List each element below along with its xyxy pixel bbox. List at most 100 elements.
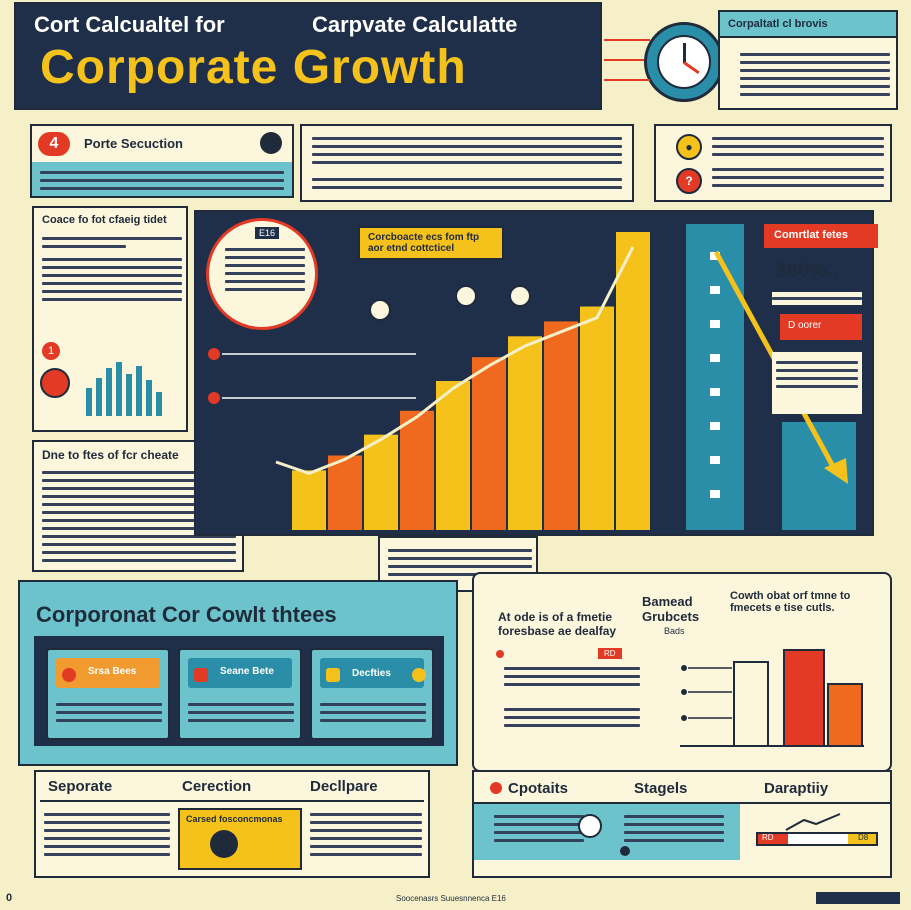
alert-badge: 1 (42, 342, 60, 360)
teal-column-marker (710, 456, 720, 464)
teal-column-marker (710, 490, 720, 498)
center-card: Carsed fosconcmonas (178, 808, 302, 870)
growth-title: Corporonat Cor Cowlt thtees (36, 602, 337, 627)
header-title-top-left: Cort Calcualtel for (34, 12, 225, 37)
globe-icon (260, 132, 282, 154)
bottom-bar-right-tag: D8 (858, 833, 869, 842)
right-chart-tick-1 (681, 665, 687, 671)
globe-icon-2 (578, 814, 602, 838)
right-growth-panel: At ode is of a fmetie foresbase ae dealf… (472, 572, 892, 772)
percent-value: $60%.. (776, 260, 839, 282)
bottom-bar-left-tag: RD (762, 833, 774, 842)
right-chart-text-2 (772, 352, 862, 414)
main-bar-chart (208, 224, 856, 530)
growth-card-1: Srsa Bees (46, 648, 170, 740)
teal-column-marker (710, 286, 720, 294)
bottom-progress (756, 832, 878, 846)
chart-bar-2 (328, 455, 362, 530)
card1-dot (62, 668, 76, 682)
header-banner: Cort Calcualtel for Carpvate Calculatte … (14, 2, 602, 110)
right-heading-mid-sub: Bads (664, 626, 685, 636)
info-icon-1: ● (676, 134, 702, 160)
teal-column-marker (710, 252, 720, 260)
bottom-bar-label-2: Stagels (634, 780, 688, 797)
trend-arrow-icon (785, 813, 841, 831)
trend-line (275, 246, 635, 475)
section-a-title: Porte Secuction (84, 136, 183, 151)
top-right-panel: Corpaltatl cl brovis (718, 10, 898, 110)
top-right-text: ● ? (654, 124, 892, 202)
callout-icon-1 (369, 299, 391, 321)
chart-bar-8 (544, 321, 578, 530)
right-tag: RD (598, 648, 622, 659)
bottom-label-3: Decllpare (310, 778, 378, 795)
right-chart-bar-2 (783, 649, 825, 747)
card2-dot (194, 668, 208, 682)
yellow-callout: Corcboacte ecs fom ftp aor etnd cottctic… (358, 226, 504, 260)
bottom-label-1: Seporate (48, 778, 113, 795)
section-a-badge: 4 (38, 132, 70, 156)
chart-bar-4 (400, 410, 434, 530)
bottom-bar-label-1: Cpotaits (508, 780, 568, 797)
right-heading-right: Cowth obat orf tmne to fmecets e tise cu… (730, 590, 851, 614)
teal-column-marker (710, 320, 720, 328)
brain-icon (210, 830, 238, 858)
teal-column-marker (710, 354, 720, 362)
header-title-top-right: Carpvate Calculatte (312, 12, 518, 37)
magnifier-callout: E16 (206, 218, 318, 330)
card3-icon (412, 668, 426, 682)
right-bar-chart (680, 649, 864, 747)
right-chart-tick-2 (681, 689, 687, 695)
callout-icon-2 (455, 285, 477, 307)
bottom-dot (490, 782, 502, 794)
down-arrow-head (824, 458, 848, 484)
top-right-label: Corpaltatl cl brovis (720, 12, 896, 38)
footer-number: 0 (6, 892, 13, 904)
teal-column (686, 224, 744, 530)
chart-bar-5 (436, 381, 470, 530)
bottom-bar-indicator (620, 846, 630, 856)
left-panel-1-title: Coace fo fot cfaeig tidet (42, 214, 167, 226)
marker-dot-2 (208, 392, 220, 404)
left-panel-2-title: Dne to ftes of fcr cheate (42, 448, 179, 462)
teal-column-marker (710, 422, 720, 430)
bottom-bar-label-3: Daraptiiy (764, 780, 829, 797)
chart-bar-7 (508, 336, 542, 530)
growth-card-3: Decfties (310, 648, 434, 740)
page-title: Corporate Growth (40, 41, 467, 94)
right-chart-bar-1 (733, 661, 769, 747)
right-chart-text (772, 292, 862, 305)
footer-text: Soocenasrs Suuesnnenca E16 (396, 894, 506, 903)
red-callout: Comrtlat fetes (764, 224, 878, 248)
chart-bar-10 (616, 232, 650, 530)
center-card-label: Carsed fosconcmonas (186, 814, 283, 824)
card2-label: Seane Bete (220, 666, 274, 677)
teal-column-marker (710, 388, 720, 396)
card3-label: Decfties (352, 668, 391, 679)
chart-bar-1 (292, 470, 326, 530)
seal-icon (40, 368, 70, 398)
left-panel-1: Coace fo fot cfaeig tidet 1 (32, 206, 188, 432)
growth-card-2: Seane Bete (178, 648, 302, 740)
bottom-label-2: Cerection (182, 778, 252, 795)
info-icon-2: ? (676, 168, 702, 194)
small-tag: E16 (255, 227, 280, 239)
right-heading-mid: Bamead Grubcets (642, 594, 700, 624)
bottom-bar: Cpotaits Stagels Daraptiiy RD D8 (472, 770, 892, 878)
right-heading-left: At ode is of a fmetie foresbase ae dealf… (498, 610, 617, 638)
footer-bar (816, 892, 900, 904)
marker-dot-1 (208, 348, 220, 360)
chart-bar-6 (472, 357, 506, 530)
right-dot (496, 650, 504, 658)
callout-icon-3 (509, 285, 531, 307)
decorative-lines (604, 39, 650, 81)
card1-label: Srsa Bees (88, 666, 137, 677)
red-small-box: D oorer (780, 314, 862, 340)
clock-icon (644, 22, 724, 102)
top-mid-text (300, 124, 634, 202)
right-chart-tick-3 (681, 715, 687, 721)
right-chart-bar-3 (827, 683, 863, 747)
growth-section: Corporonat Cor Cowlt thtees Srsa Bees Se… (18, 580, 458, 766)
mini-bar-chart (86, 362, 162, 416)
chart-bar-3 (364, 434, 398, 530)
